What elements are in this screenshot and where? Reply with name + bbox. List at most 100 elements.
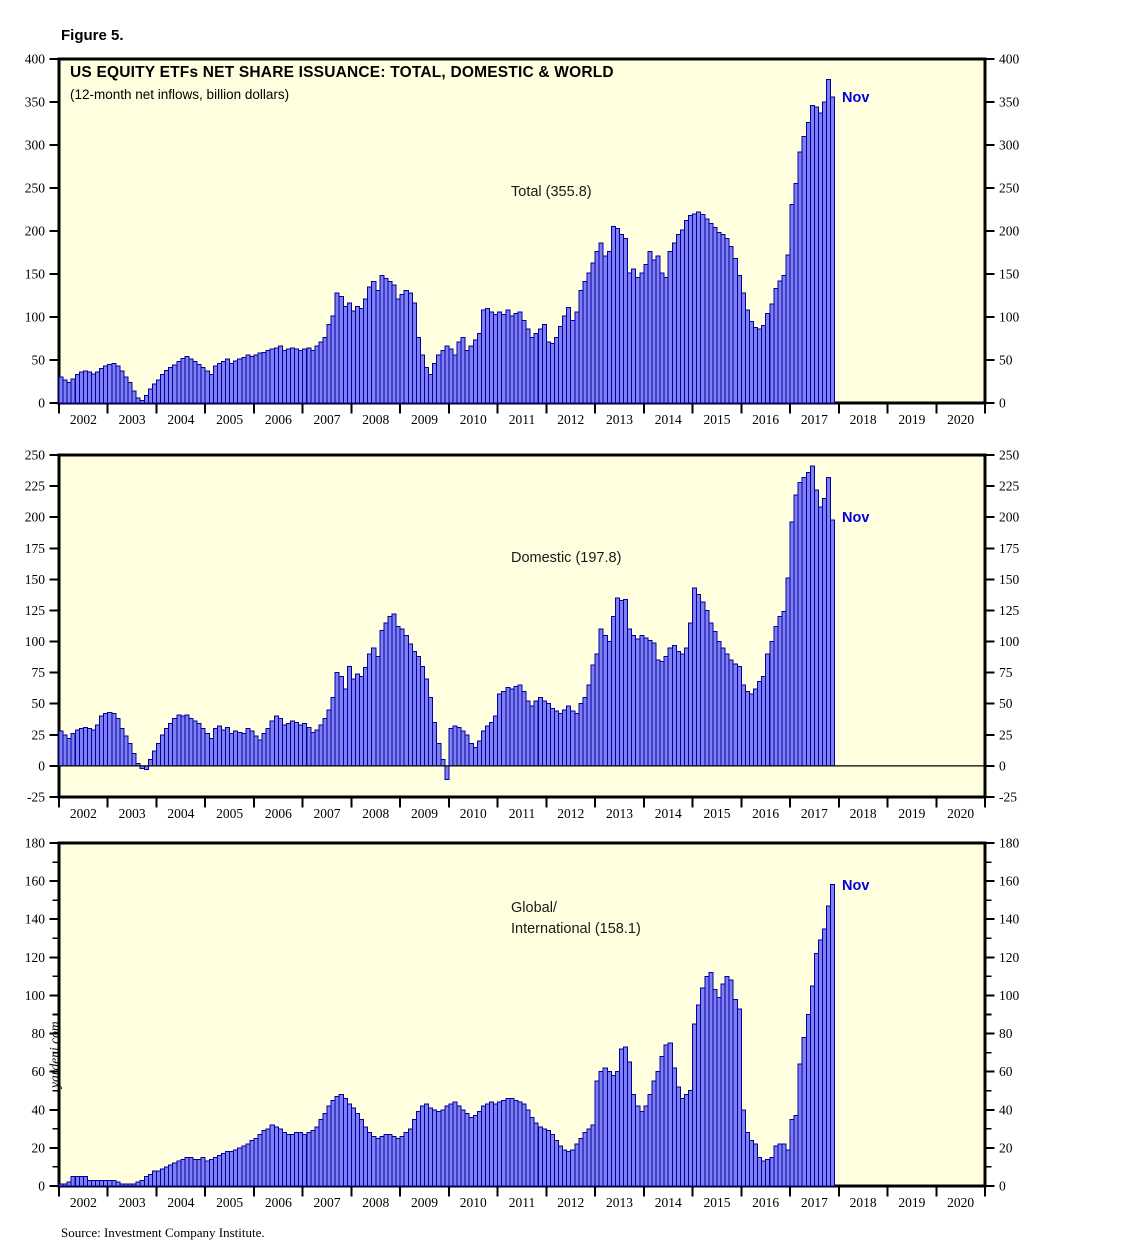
svg-text:0: 0 [999,1179,1006,1194]
watermark-yardeni: yardeni.com [47,1021,62,1088]
svg-text:2008: 2008 [362,806,389,821]
svg-text:120: 120 [999,950,1020,965]
svg-text:140: 140 [999,912,1020,927]
svg-text:2017: 2017 [801,412,828,427]
svg-text:180: 180 [25,836,46,851]
svg-text:125: 125 [25,603,46,618]
nov-annotation-total: Nov [842,90,870,106]
global-bars [58,884,836,1187]
svg-text:2011: 2011 [509,1195,536,1210]
svg-text:2007: 2007 [314,1195,341,1210]
svg-text:2018: 2018 [850,1195,877,1210]
svg-text:2016: 2016 [752,412,779,427]
svg-text:2013: 2013 [606,1195,633,1210]
svg-text:40: 40 [999,1102,1013,1117]
svg-text:200: 200 [25,224,46,239]
svg-text:175: 175 [999,541,1020,556]
domestic-plot: -25 -25 0 0 25 25 50 50 75 75 100 100 125 125 150 150 17… [25,448,1020,822]
source-note: Source: Investment Company Institute. [61,1225,265,1240]
svg-text:2009: 2009 [411,1195,438,1210]
svg-text:2016: 2016 [752,1195,779,1210]
svg-text:2016: 2016 [752,806,779,821]
svg-text:2014: 2014 [655,806,682,821]
svg-text:200: 200 [999,224,1020,239]
svg-text:2009: 2009 [411,806,438,821]
svg-text:2010: 2010 [460,1195,487,1210]
svg-text:2005: 2005 [216,1195,243,1210]
svg-text:75: 75 [32,665,46,680]
svg-text:2008: 2008 [362,412,389,427]
svg-text:160: 160 [25,874,46,889]
chart-title: US EQUITY ETFs NET SHARE ISSUANCE: TOTAL… [70,64,614,81]
svg-text:2011: 2011 [509,806,536,821]
svg-text:25: 25 [32,727,46,742]
svg-text:2005: 2005 [216,806,243,821]
svg-text:50: 50 [999,353,1013,368]
svg-text:400: 400 [999,52,1020,67]
svg-text:80: 80 [32,1026,46,1041]
svg-text:100: 100 [999,310,1020,325]
svg-text:60: 60 [32,1064,46,1079]
svg-text:2006: 2006 [265,806,292,821]
figure-label: Figure 5. [61,27,124,44]
svg-text:2012: 2012 [557,412,584,427]
svg-text:0: 0 [999,758,1006,773]
svg-text:175: 175 [25,541,46,556]
svg-text:2018: 2018 [850,412,877,427]
svg-text:2014: 2014 [655,412,682,427]
domestic-bars [58,465,836,781]
svg-text:2002: 2002 [70,1195,97,1210]
svg-text:0: 0 [38,758,45,773]
svg-text:25: 25 [999,727,1013,742]
svg-text:2015: 2015 [703,806,730,821]
svg-text:300: 300 [999,138,1020,153]
svg-text:2019: 2019 [898,412,925,427]
svg-text:2017: 2017 [801,806,828,821]
svg-text:2003: 2003 [119,806,146,821]
svg-text:2015: 2015 [703,412,730,427]
svg-text:2006: 2006 [265,1195,292,1210]
svg-text:2013: 2013 [606,806,633,821]
svg-text:2020: 2020 [947,806,974,821]
svg-text:200: 200 [999,510,1020,525]
svg-text:250: 250 [25,448,46,463]
svg-text:2002: 2002 [70,806,97,821]
svg-text:150: 150 [999,572,1020,587]
svg-text:2002: 2002 [70,412,97,427]
total-bars [58,79,836,404]
svg-text:300: 300 [25,138,46,153]
svg-text:150: 150 [999,267,1020,282]
svg-text:50: 50 [32,353,46,368]
svg-text:2004: 2004 [167,412,194,427]
svg-text:-25: -25 [27,790,45,805]
svg-text:2004: 2004 [167,1195,194,1210]
svg-text:-25: -25 [999,790,1017,805]
svg-text:2007: 2007 [314,412,341,427]
svg-text:2012: 2012 [557,806,584,821]
svg-text:100: 100 [999,988,1020,1003]
series-label-global-line1: Global/ [511,900,557,916]
svg-text:200: 200 [25,510,46,525]
nov-annotation-domestic: Nov [842,510,870,526]
svg-text:20: 20 [999,1140,1013,1155]
svg-text:2014: 2014 [655,1195,682,1210]
svg-text:2020: 2020 [947,1195,974,1210]
svg-text:40: 40 [32,1102,46,1117]
svg-text:75: 75 [999,665,1013,680]
svg-text:0: 0 [38,396,45,411]
svg-text:2003: 2003 [119,1195,146,1210]
svg-text:125: 125 [999,603,1020,618]
svg-text:120: 120 [25,950,46,965]
svg-text:2018: 2018 [850,806,877,821]
chart-subtitle: (12-month net inflows, billion dollars) [70,87,290,102]
series-label-total: Total (355.8) [511,184,592,200]
svg-text:250: 250 [999,448,1020,463]
svg-text:2013: 2013 [606,412,633,427]
svg-text:2003: 2003 [119,412,146,427]
svg-text:2017: 2017 [801,1195,828,1210]
svg-text:350: 350 [999,95,1020,110]
total-axes [49,58,995,414]
svg-text:60: 60 [999,1064,1013,1079]
